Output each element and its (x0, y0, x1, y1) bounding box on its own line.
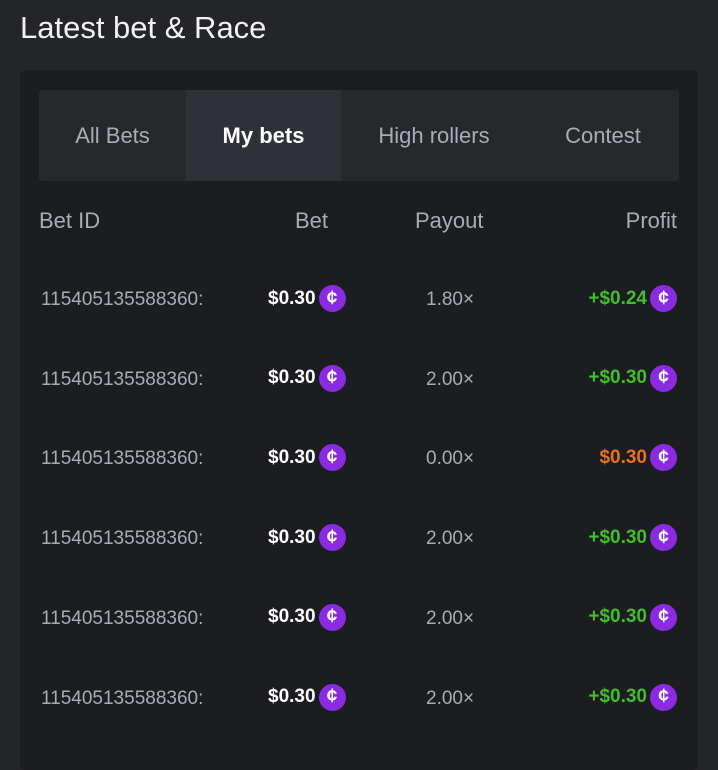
page-title: Latest bet & Race (20, 10, 267, 45)
bet-id[interactable]: 115405135588360: (41, 368, 204, 390)
tab-contest[interactable]: Contest (565, 122, 641, 148)
tab-high-rollers[interactable]: High rollers (378, 122, 490, 148)
bet-value: $0.30 (268, 686, 316, 707)
bet-id[interactable]: 115405135588360: (41, 528, 204, 550)
table-row[interactable]: 115405135588360: $0.30 ¢ 2.00× +$0.30 ¢ (20, 599, 698, 639)
cent-coin-icon: ¢ (318, 364, 346, 392)
cent-coin-icon: ¢ (650, 524, 677, 552)
bet-amount: $0.30 ¢ (268, 285, 346, 312)
payout: 2.00× (426, 687, 475, 709)
column-profit: Profit (625, 208, 677, 233)
tab-my-bets[interactable]: My bets (186, 90, 341, 181)
payout: 2.00× (426, 368, 475, 390)
bets-panel: All Bets My bets High rollers Contest Be… (20, 70, 698, 770)
profit-amount: +$0.30 ¢ (588, 364, 677, 392)
bet-id[interactable]: 115405135588360: (41, 687, 204, 709)
bet-value: $0.30 (268, 526, 316, 548)
profit-amount: $0.30 ¢ (599, 444, 677, 472)
bet-tabs: All Bets My bets High rollers Contest (39, 90, 679, 181)
cent-coin-icon: ¢ (318, 524, 346, 552)
table-row[interactable]: 115405135588360: $0.30 ¢ 2.00× +$0.30 ¢ (20, 519, 698, 559)
bet-amount: $0.30 ¢ (268, 603, 346, 631)
bet-amount: $0.30 ¢ (268, 683, 346, 711)
profit-value: +$0.30 (588, 686, 647, 707)
cent-coin-icon: ¢ (650, 364, 677, 392)
bet-id[interactable]: 115405135588360: (41, 607, 204, 629)
payout: 2.00× (426, 607, 475, 629)
tab-all-bets[interactable]: All Bets (75, 122, 150, 148)
profit-amount: +$0.24 ¢ (588, 285, 677, 312)
profit-amount: +$0.30 ¢ (588, 603, 677, 631)
cent-coin-icon: ¢ (650, 444, 677, 472)
bet-value: $0.30 (268, 367, 316, 389)
table-row[interactable]: 115405135588360: $0.30 ¢ 2.00× +$0.30 ¢ (20, 679, 698, 719)
payout: 2.00× (426, 528, 475, 550)
cent-coin-icon: ¢ (318, 683, 346, 711)
payout: 1.80× (426, 289, 475, 310)
bet-id[interactable]: 115405135588360: (41, 448, 204, 470)
table-row[interactable]: 115405135588360: $0.30 ¢ 0.00× $0.30 ¢ (20, 439, 698, 479)
bet-amount: $0.30 ¢ (268, 364, 346, 392)
cent-coin-icon: ¢ (650, 683, 677, 711)
column-bet-id: Bet ID (39, 208, 101, 233)
bet-value: $0.30 (268, 287, 316, 309)
bet-value: $0.30 (268, 606, 316, 628)
profit-value: +$0.30 (588, 606, 647, 628)
column-bet: Bet (295, 208, 329, 233)
cent-coin-icon: ¢ (318, 444, 346, 472)
cent-coin-icon: ¢ (318, 603, 346, 631)
bet-id[interactable]: 115405135588360: (41, 289, 204, 310)
profit-value: $0.30 (599, 446, 647, 468)
payout: 0.00× (426, 448, 475, 470)
cent-coin-icon: ¢ (650, 603, 677, 631)
bet-amount: $0.30 ¢ (268, 444, 346, 472)
table-row[interactable]: 115405135588360: $0.30 ¢ 2.00× +$0.30 ¢ (20, 360, 698, 400)
profit-amount: +$0.30 ¢ (588, 683, 677, 711)
profit-value: +$0.30 (588, 526, 647, 548)
column-payout: Payout (415, 208, 484, 233)
profit-value: +$0.30 (588, 367, 647, 389)
bet-amount: $0.30 ¢ (268, 524, 346, 552)
cent-coin-icon: ¢ (650, 285, 677, 312)
profit-amount: +$0.30 ¢ (588, 524, 677, 552)
table-header: Bet ID Bet Payout Profit (20, 208, 698, 238)
table-row[interactable]: 115405135588360: $0.30 ¢ 1.80× +$0.24 ¢ (20, 280, 698, 320)
cent-coin-icon: ¢ (318, 285, 346, 312)
bet-value: $0.30 (268, 446, 316, 468)
profit-value: +$0.24 (588, 287, 647, 309)
